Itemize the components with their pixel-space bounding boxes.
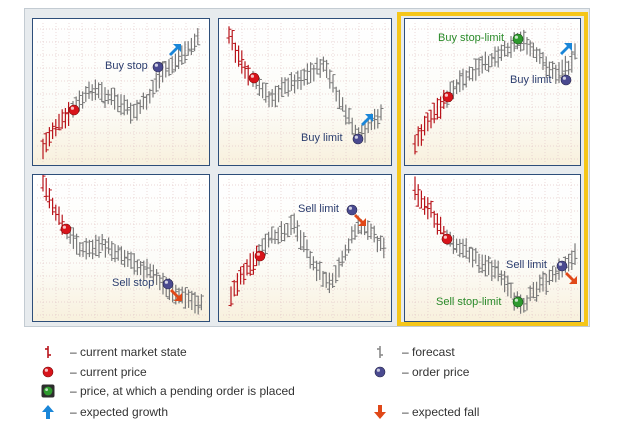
current-price-ball [68, 104, 80, 116]
current-price-ball [254, 250, 266, 262]
current-price-ball [441, 233, 453, 245]
label-buy-limit-2: Buy limit [510, 74, 552, 86]
panel-sell-stop-limit: Sell limit Sell stop-limit [404, 174, 581, 322]
legend-current-market-state: – current market state [70, 345, 187, 359]
pending-price-ball [512, 296, 524, 308]
arrow-down-icon [354, 214, 366, 226]
chart-sell-stop-limit [405, 175, 580, 321]
order-price-ball [560, 74, 572, 86]
current-price-ball [60, 223, 72, 235]
panel-sell-limit: Sell limit [218, 174, 392, 322]
label-buy-limit: Buy limit [301, 132, 343, 144]
green-ball-icon [41, 384, 55, 398]
legend-pending-price: – price, at which a pending order is pla… [70, 384, 295, 398]
order-price-ball [352, 133, 364, 145]
order-price-ball [162, 278, 174, 290]
pending-price-ball [512, 33, 524, 45]
chart-sell-limit [219, 175, 391, 321]
panel-background [405, 19, 580, 165]
label-sell-stop-limit: Sell stop-limit [436, 296, 502, 308]
panel-buy-stop-limit: Buy stop-limit Buy limit [404, 18, 581, 166]
chart-buy-stop [33, 19, 209, 165]
legend-expected-growth: – expected growth [70, 405, 169, 419]
arrow-up-icon [169, 44, 181, 56]
legend-expected-fall: – expected fall [402, 405, 480, 419]
blue-ball-icon [374, 366, 386, 378]
current-price-ball [248, 72, 260, 84]
panel-buy-limit: Buy limit [218, 18, 392, 166]
panel-background [33, 19, 209, 165]
legend-order-price: – order price [402, 365, 470, 379]
legend-current-price: – current price [70, 365, 147, 379]
arrow-up-icon [560, 43, 572, 55]
panel-background [219, 175, 391, 321]
order-price-ball [152, 61, 164, 73]
forecast-bar-icon [377, 346, 383, 358]
label-buy-stop-limit: Buy stop-limit [438, 32, 505, 44]
highlight-frame [397, 12, 588, 326]
panel-buy-stop: Buy stop [32, 18, 210, 166]
current-price-ball [442, 91, 454, 103]
label-sell-limit-2: Sell limit [506, 259, 547, 271]
arrow-down-icon [565, 272, 577, 284]
arrow-down-icon [374, 405, 386, 419]
chart-buy-limit [219, 19, 391, 165]
label-sell-limit: Sell limit [298, 203, 339, 215]
label-buy-stop: Buy stop [105, 60, 148, 72]
red-ball-icon [42, 366, 54, 378]
market-bar-icon [45, 346, 51, 358]
arrow-down-icon [170, 289, 182, 301]
chart-buy-stop-limit [405, 19, 580, 165]
arrow-up-icon [361, 114, 373, 126]
order-price-ball [556, 260, 568, 272]
panel-sell-stop: Sell stop [32, 174, 210, 322]
chart-sell-stop [33, 175, 209, 321]
arrow-up-icon [42, 405, 54, 419]
legend-forecast: – forecast [402, 345, 455, 359]
order-price-ball [346, 204, 358, 216]
label-sell-stop: Sell stop [112, 277, 155, 289]
panel-background [405, 175, 580, 321]
